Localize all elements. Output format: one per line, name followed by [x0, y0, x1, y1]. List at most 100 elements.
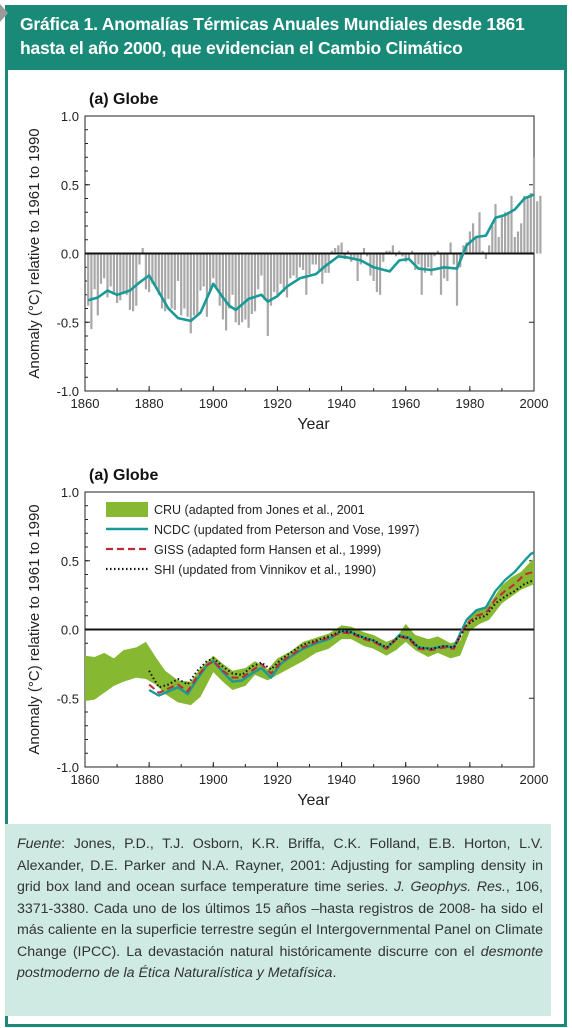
smoothed-curve [87, 193, 535, 323]
y-tick-label: 1.0 [61, 485, 79, 500]
anomaly-bar [292, 253, 295, 276]
source-journal: J. Geophys. Res. [393, 879, 506, 895]
shi-line [148, 579, 535, 689]
anomaly-bar [500, 215, 503, 254]
anomaly-bar [305, 253, 308, 295]
anomaly-bar [132, 253, 135, 312]
y-tick-label: -1.0 [57, 384, 79, 399]
anomaly-bar [112, 253, 115, 295]
anomaly-bar [148, 253, 151, 292]
y-axis-label: Anomaly (°C) relative to 1961 to 1990 [26, 504, 43, 754]
anomaly-bar [141, 248, 144, 254]
anomaly-bar [205, 253, 208, 317]
legend-label-cru: CRU (adapted from Jones et al., 2001 [154, 503, 365, 517]
anomaly-bar [93, 253, 96, 290]
cru-band [85, 558, 534, 706]
anomaly-bar [353, 253, 356, 259]
anomaly-bar [215, 253, 218, 290]
anomaly-bar [430, 253, 433, 276]
anomaly-bar [340, 242, 343, 254]
y-tick-label: 0.5 [61, 178, 79, 193]
anomaly-bar [237, 253, 240, 325]
anomaly-bar [228, 253, 231, 309]
anomaly-bar [160, 253, 164, 309]
anomaly-bar [298, 253, 301, 268]
anomaly-bar [135, 253, 138, 306]
x-axis-label: Year [297, 792, 330, 809]
anomaly-bar [282, 253, 285, 292]
anomaly-bar [407, 253, 410, 259]
anomaly-bar [154, 253, 157, 287]
x-tick-label: 1880 [135, 772, 164, 787]
anomaly-bar [504, 212, 507, 254]
anomaly-bar [401, 253, 404, 257]
anomaly-bar [334, 248, 337, 254]
anomaly-bar [128, 253, 131, 310]
anomaly-bar [103, 253, 106, 279]
anomaly-bar [253, 253, 257, 312]
anomaly-bar [260, 253, 263, 276]
anomaly-bar [122, 253, 125, 292]
anomaly-bar [173, 253, 176, 310]
anomaly-bar [494, 204, 497, 254]
x-tick-label: 1940 [327, 396, 356, 411]
anomaly-bar [359, 253, 362, 265]
source-fuente-label: Fuente [17, 836, 62, 852]
x-tick-label: 2000 [520, 396, 549, 411]
x-tick-label: 1900 [199, 772, 228, 787]
anomaly-bar [87, 253, 90, 306]
x-tick-label: 1920 [263, 396, 292, 411]
figure-title-line2: hasta el año 2000, que evidencian el Cam… [20, 38, 463, 58]
anomaly-bar [225, 253, 228, 331]
anomaly-bar [488, 245, 491, 254]
anomaly-bar [423, 253, 427, 273]
anomaly-bar [398, 250, 401, 254]
source-end: . [332, 965, 337, 981]
header-pointer-icon [0, 4, 8, 22]
anomaly-bar [99, 253, 103, 284]
legend-label-ncdc: NCDC (updated from Peterson and Vose, 19… [154, 523, 419, 537]
anomaly-bar [180, 253, 183, 316]
anomaly-bar [433, 253, 436, 257]
y-tick-label: 0.0 [61, 247, 79, 262]
anomaly-bar [391, 245, 394, 254]
anomaly-bar [285, 253, 289, 298]
legend-swatch-cru [106, 502, 148, 517]
x-tick-label: 1860 [71, 772, 100, 787]
anomaly-bar [497, 237, 500, 254]
anomaly-bar [395, 253, 398, 257]
anomaly-bar [385, 250, 388, 254]
anomaly-bar [96, 253, 99, 316]
anomaly-bar [507, 212, 510, 254]
anomaly-bar [119, 253, 122, 301]
anomaly-bar [289, 253, 292, 279]
anomaly-bar [404, 253, 407, 262]
anomaly-bar [263, 253, 266, 301]
anomaly-bar [330, 250, 334, 254]
anomaly-bar [484, 253, 487, 259]
x-tick-label: 1960 [391, 772, 420, 787]
anomaly-bar [302, 253, 305, 270]
anomaly-bar [356, 253, 359, 281]
source-italic-end: desmonte postmoderno de la Ética Natural… [17, 943, 543, 982]
source-middle: , 106, 3371-3380. Cada uno de los último… [17, 879, 543, 960]
anomaly-bar [295, 253, 298, 279]
anomaly-bar [202, 253, 205, 287]
anomaly-bar [189, 253, 192, 334]
anomaly-bar [481, 250, 484, 254]
y-tick-label: -1.0 [57, 760, 79, 775]
anomaly-bar [192, 253, 196, 316]
anomaly-bar [337, 245, 340, 254]
anomaly-bar [218, 253, 221, 306]
anomaly-bar [196, 253, 199, 314]
x-tick-label: 1880 [135, 396, 164, 411]
anomaly-bar [176, 253, 180, 281]
anomaly-bar [452, 253, 455, 265]
anomaly-bar [346, 250, 350, 254]
figure-header: Gráfica 1. Anomalías Térmicas Anuales Mu… [8, 8, 564, 70]
figure-title-line1: Gráfica 1. Anomalías Térmicas Anuales Mu… [20, 14, 525, 34]
anomaly-bar [106, 253, 109, 298]
anomaly-bar [231, 253, 234, 295]
anomaly-bar [273, 253, 276, 292]
